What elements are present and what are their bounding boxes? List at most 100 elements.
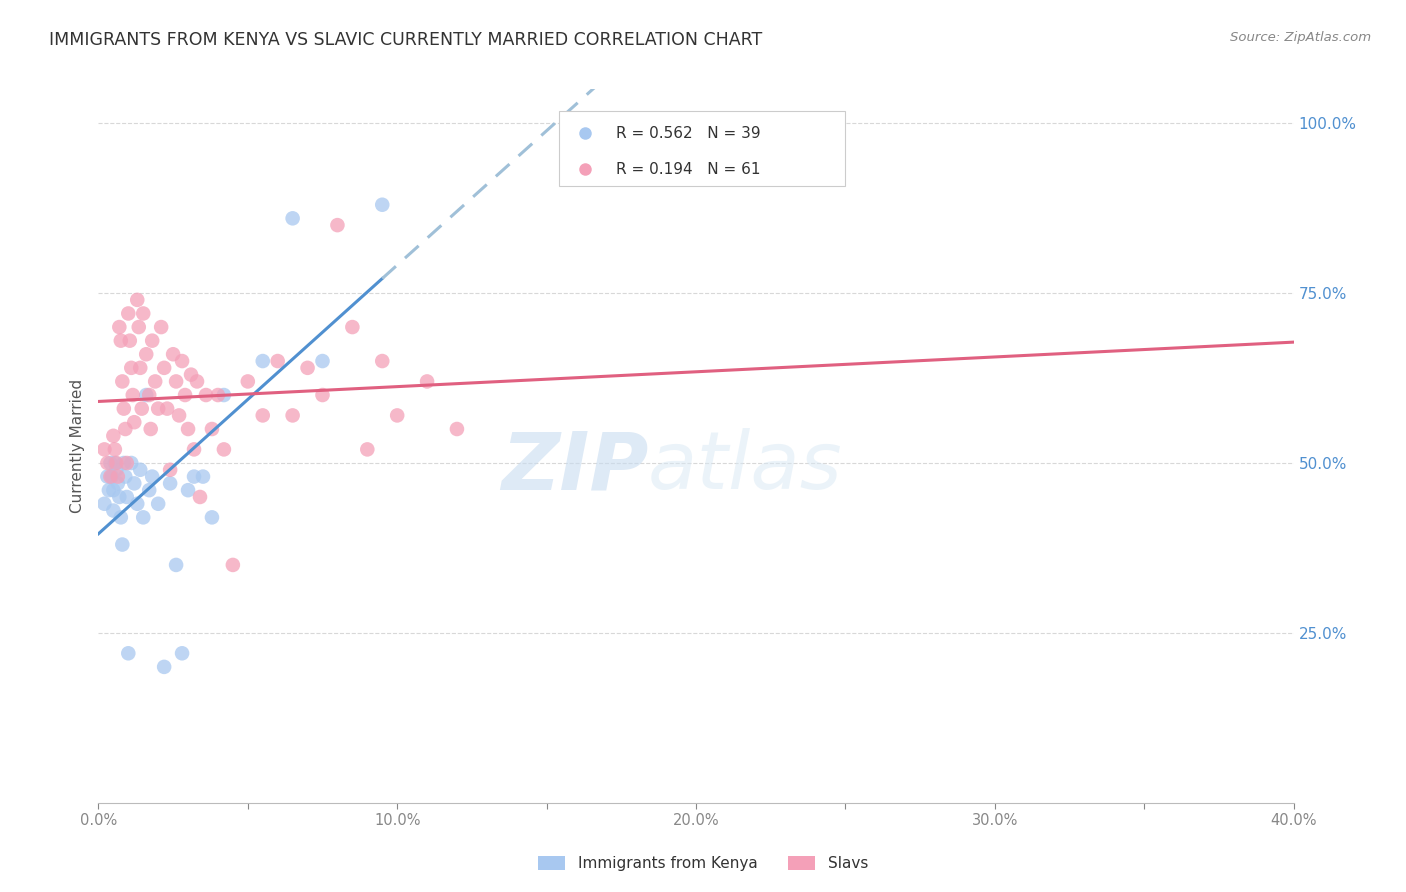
Point (103, 503, 125, 517)
Point (252, 354, 274, 368)
Point (156, 401, 179, 416)
Point (131, 401, 153, 416)
Point (177, 422, 200, 436)
Point (162, 347, 184, 361)
Point (180, 368, 202, 382)
Point (114, 469, 136, 483)
Point (108, 490, 131, 504)
Legend: Immigrants from Kenya, Slavs: Immigrants from Kenya, Slavs (531, 850, 875, 877)
Point (115, 490, 138, 504)
Point (105, 463, 128, 477)
Point (446, 422, 468, 436)
Point (167, 409, 190, 423)
Point (385, 409, 409, 423)
Point (132, 510, 155, 524)
Text: atlas: atlas (648, 428, 844, 507)
Point (236, 375, 259, 389)
Point (138, 388, 160, 402)
Text: R = 0.562   N = 39: R = 0.562 N = 39 (616, 126, 761, 141)
Point (371, 354, 394, 368)
Point (371, 198, 394, 212)
Point (188, 490, 211, 504)
Point (143, 375, 166, 389)
Point (110, 510, 132, 524)
Point (183, 442, 205, 457)
Point (96, 469, 118, 483)
Point (115, 456, 138, 470)
Point (201, 510, 224, 524)
Point (141, 469, 163, 483)
Point (107, 476, 129, 491)
Point (222, 558, 245, 572)
Point (342, 320, 364, 334)
Point (150, 320, 173, 334)
Point (104, 442, 127, 457)
Point (107, 469, 129, 483)
Point (186, 375, 208, 389)
Point (124, 476, 146, 491)
Point (141, 334, 163, 348)
Point (120, 456, 142, 470)
Point (177, 483, 200, 498)
Point (311, 388, 333, 402)
Point (93, 442, 115, 457)
Point (112, 401, 135, 416)
Point (326, 218, 349, 232)
Point (297, 360, 319, 375)
Point (281, 409, 304, 423)
Point (93, 497, 115, 511)
Point (120, 360, 142, 375)
Point (101, 469, 124, 483)
Point (183, 469, 205, 483)
Point (139, 422, 162, 436)
Point (127, 293, 149, 307)
Text: R = 0.194   N = 61: R = 0.194 N = 61 (616, 161, 761, 177)
Point (124, 415, 146, 429)
Point (201, 422, 224, 436)
Point (148, 497, 170, 511)
Y-axis label: Currently Married: Currently Married (70, 379, 86, 513)
Point (108, 320, 131, 334)
Point (105, 456, 128, 470)
Point (112, 456, 135, 470)
Point (148, 401, 170, 416)
Point (114, 422, 136, 436)
Point (104, 456, 127, 470)
Point (165, 558, 187, 572)
Point (172, 354, 194, 368)
Point (138, 483, 160, 498)
Point (174, 388, 197, 402)
Point (103, 429, 125, 443)
Point (252, 409, 274, 423)
FancyBboxPatch shape (558, 111, 845, 186)
Point (267, 354, 290, 368)
Point (117, 646, 139, 660)
Point (128, 320, 150, 334)
Point (195, 388, 218, 402)
Point (135, 388, 157, 402)
Point (97, 483, 120, 498)
Point (207, 388, 229, 402)
Text: IMMIGRANTS FROM KENYA VS SLAVIC CURRENTLY MARRIED CORRELATION CHART: IMMIGRANTS FROM KENYA VS SLAVIC CURRENTL… (49, 31, 762, 49)
Point (111, 537, 134, 551)
Point (212, 388, 235, 402)
Point (98, 456, 122, 470)
Point (127, 497, 149, 511)
Text: ZIP: ZIP (501, 428, 648, 507)
Point (416, 375, 439, 389)
Point (281, 211, 304, 226)
Point (159, 476, 181, 491)
Point (311, 354, 333, 368)
Point (96, 456, 118, 470)
Point (212, 442, 235, 457)
Point (132, 306, 155, 320)
Point (191, 469, 214, 483)
Point (121, 388, 143, 402)
Point (110, 334, 132, 348)
Point (103, 483, 125, 498)
Point (356, 442, 378, 457)
Point (129, 463, 152, 477)
Point (111, 375, 134, 389)
Point (153, 660, 176, 674)
Point (118, 334, 141, 348)
